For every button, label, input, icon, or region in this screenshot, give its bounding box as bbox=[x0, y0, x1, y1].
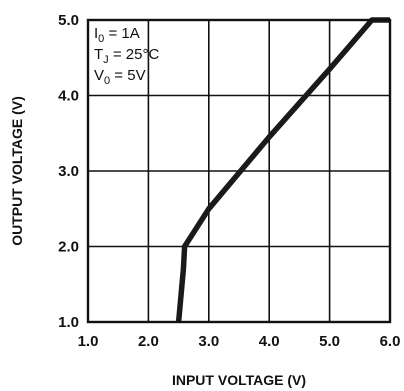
condition-text: I0 = 1A bbox=[94, 25, 140, 45]
x-tick-label: 4.0 bbox=[259, 333, 280, 350]
x-tick-label: 2.0 bbox=[138, 333, 159, 350]
condition-text: V0 = 5V bbox=[94, 67, 146, 87]
x-tick-label: 3.0 bbox=[198, 333, 219, 350]
y-tick-label: 2.0 bbox=[58, 239, 79, 256]
y-tick-label: 5.0 bbox=[58, 12, 79, 29]
x-tick-label: 6.0 bbox=[380, 333, 401, 350]
y-axis-title: OUTPUT VOLTAGE (V) bbox=[9, 96, 25, 246]
y-tick-label: 3.0 bbox=[58, 163, 79, 180]
y-tick-label: 1.0 bbox=[58, 314, 79, 331]
x-tick-label: 1.0 bbox=[78, 333, 99, 350]
condition-text: TJ = 25°C bbox=[94, 46, 159, 66]
x-tick-label: 5.0 bbox=[319, 333, 340, 350]
tick-labels: 1.0 2.0 3.0 4.0 5.0 6.0 1.0 2.0 3.0 4.0 5.0 bbox=[58, 12, 400, 350]
series-line bbox=[175, 17, 390, 323]
y-tick-label: 4.0 bbox=[58, 88, 79, 105]
plot-frame bbox=[86, 18, 392, 324]
series-layer bbox=[175, 17, 390, 323]
x-axis-title: INPUT VOLTAGE (V) bbox=[172, 372, 306, 388]
